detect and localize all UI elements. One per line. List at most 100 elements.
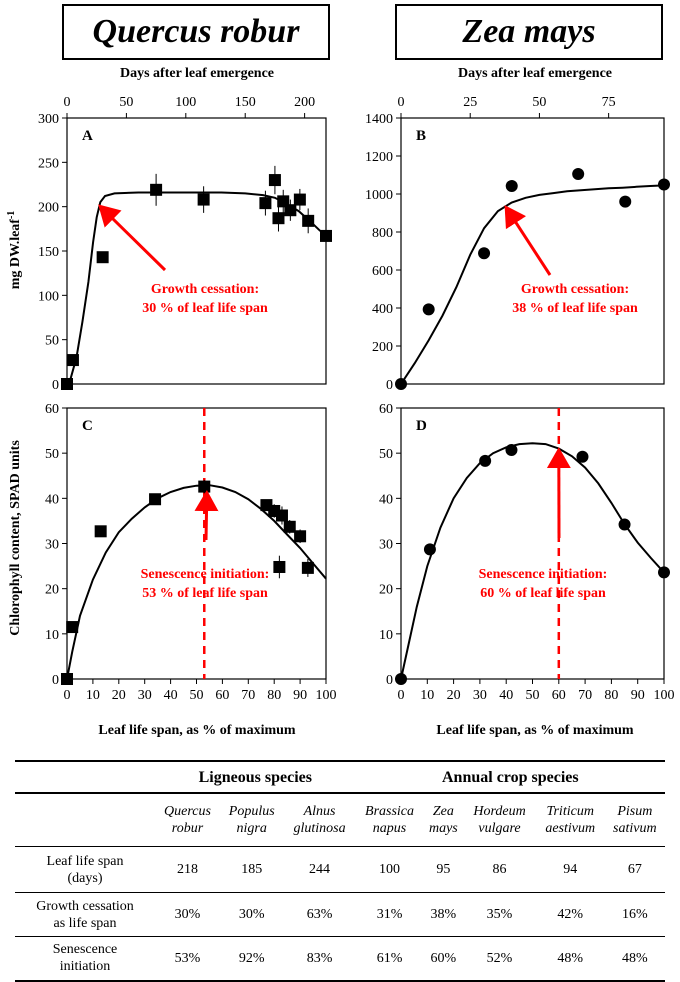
x-tick-label: 100 xyxy=(316,688,337,703)
y-tick-label: 60 xyxy=(45,402,59,417)
y-tick-label: 800 xyxy=(372,226,393,241)
y-tick-label: 250 xyxy=(38,156,59,171)
data-point xyxy=(276,509,288,521)
y-tick-label: 0 xyxy=(52,378,59,393)
y-tick-label: 1200 xyxy=(365,150,393,165)
table-cell: 92% xyxy=(220,937,284,981)
data-point xyxy=(198,481,210,493)
y-tick-label: 40 xyxy=(379,492,393,507)
bottom-x-label-left: Leaf life span, as % of maximum xyxy=(98,723,296,738)
table-cell: 67 xyxy=(605,847,665,893)
data-point xyxy=(61,378,73,390)
data-point xyxy=(67,354,79,366)
annotation-line2: 60 % of leaf life span xyxy=(480,586,606,601)
x-tick-label: 30 xyxy=(138,688,152,703)
data-point xyxy=(284,204,296,216)
plot-frame xyxy=(67,408,326,679)
plot-frame xyxy=(67,118,326,384)
table-cell: 218 xyxy=(155,847,220,893)
x-tick-label: 80 xyxy=(267,688,281,703)
data-point xyxy=(658,566,670,578)
x-tick-label: 90 xyxy=(293,688,307,703)
group-annual: Annual crop species xyxy=(356,761,665,793)
top-x-label-left: Days after leaf emergence xyxy=(120,66,274,81)
table-cell: 52% xyxy=(463,937,536,981)
y-tick-label: 40 xyxy=(45,492,59,507)
y-tick-label: 50 xyxy=(45,334,59,349)
table-cell: 30% xyxy=(155,893,220,937)
x-tick-label: 40 xyxy=(499,688,513,703)
x-tick-label: 20 xyxy=(112,688,126,703)
table-cell: 244 xyxy=(283,847,355,893)
data-point xyxy=(259,197,271,209)
x-tick-label: 60 xyxy=(552,688,566,703)
y-tick-label: 10 xyxy=(379,628,393,643)
table-cell: 60% xyxy=(423,937,463,981)
data-point xyxy=(395,673,407,685)
x-tick-label: 90 xyxy=(631,688,645,703)
group-ligneous: Ligneous species xyxy=(155,761,356,793)
y-tick-label: 400 xyxy=(372,302,393,317)
table-cell: 30% xyxy=(220,893,284,937)
y-tick-label: 100 xyxy=(38,289,59,304)
table-cell: 100 xyxy=(356,847,424,893)
data-point xyxy=(294,530,306,542)
data-point xyxy=(423,303,435,315)
table-cell: 42% xyxy=(536,893,605,937)
data-point xyxy=(302,562,314,574)
table-cell: 48% xyxy=(605,937,665,981)
x-tick-label: 100 xyxy=(175,95,196,110)
y-tick-label: 30 xyxy=(379,538,393,553)
data-point xyxy=(395,378,407,390)
table-cell: 95 xyxy=(423,847,463,893)
data-point xyxy=(97,251,109,263)
data-point xyxy=(619,196,631,208)
annotation-line1: Senescence initiation: xyxy=(141,567,270,582)
top-x-label-right: Days after leaf emergence xyxy=(458,66,612,81)
annotation-arrow xyxy=(206,493,207,540)
x-tick-label: 0 xyxy=(64,688,71,703)
y-tick-label: 0 xyxy=(52,673,59,688)
x-tick-label: 10 xyxy=(86,688,100,703)
y-label-dw: mg DW.leaf-1 xyxy=(6,211,23,290)
data-point xyxy=(479,455,491,467)
x-tick-label: 70 xyxy=(241,688,255,703)
fit-curve xyxy=(401,443,664,679)
charts-area: Days after leaf emergence Days after lea… xyxy=(0,0,680,760)
data-point xyxy=(478,247,490,259)
table-cell: 83% xyxy=(283,937,355,981)
annotation-line2: 53 % of leaf life span xyxy=(142,586,268,601)
table-cell: 63% xyxy=(283,893,355,937)
x-tick-label: 0 xyxy=(64,95,71,110)
table-cell: 48% xyxy=(536,937,605,981)
y-tick-label: 20 xyxy=(45,583,59,598)
x-tick-label: 50 xyxy=(526,688,540,703)
x-tick-label: 100 xyxy=(654,688,675,703)
x-tick-label: 10 xyxy=(420,688,434,703)
x-tick-label: 50 xyxy=(532,95,546,110)
data-point xyxy=(572,168,584,180)
x-tick-label: 20 xyxy=(447,688,461,703)
x-tick-label: 80 xyxy=(604,688,618,703)
data-point xyxy=(284,521,296,533)
table-cell: 35% xyxy=(463,893,536,937)
data-point xyxy=(149,493,161,505)
x-tick-label: 0 xyxy=(398,95,405,110)
y-tick-label: 600 xyxy=(372,264,393,279)
data-point xyxy=(61,673,73,685)
panel-letter: C xyxy=(82,418,93,434)
y-tick-label: 200 xyxy=(38,201,59,216)
data-point xyxy=(320,230,332,242)
